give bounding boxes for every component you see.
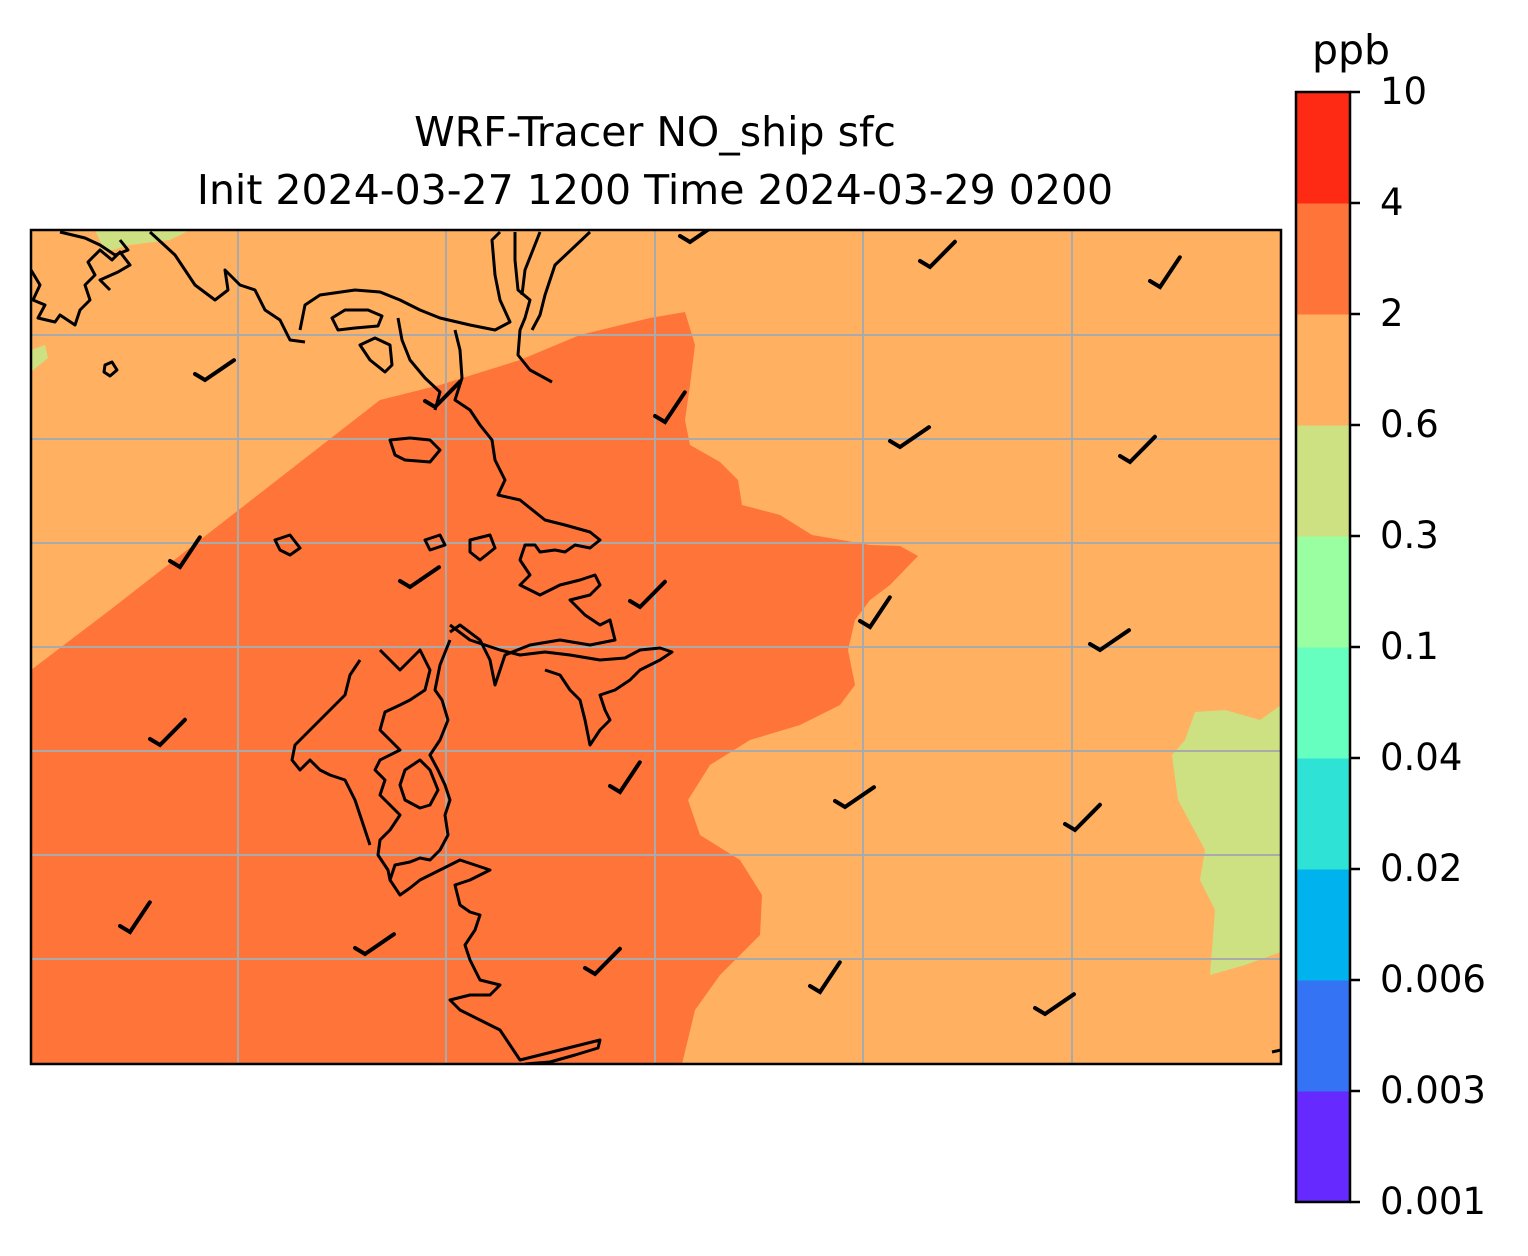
- colorbar-tick-label: 2: [1380, 292, 1404, 335]
- wind-barb: [1063, 802, 1102, 833]
- colorbar: [1294, 90, 1360, 1204]
- colorbar-band: [1296, 980, 1350, 1092]
- chart-title-line1: WRF-Tracer NO_ship sfc: [414, 108, 896, 156]
- map-plot-area: [31, 230, 1281, 1064]
- concentration-field-low-patch: [95, 230, 190, 252]
- coastline-island-north: [330, 308, 384, 332]
- map-frame: [29, 228, 1283, 1066]
- wind-barb: [608, 760, 642, 795]
- colorbar-band: [1296, 1091, 1350, 1203]
- colorbar-band: [1296, 647, 1350, 759]
- wind-barb: [1148, 255, 1182, 290]
- wind-barb: [118, 900, 152, 935]
- colorbar-tick-label: 0.02: [1380, 847, 1463, 890]
- wind-barb: [168, 535, 202, 570]
- colorbar-tick-label: 0.006: [1380, 958, 1486, 1001]
- colorbar-tick-label: 0.001: [1380, 1180, 1486, 1223]
- colorbar-tick-label: 0.003: [1380, 1069, 1486, 1112]
- wind-barb: [808, 960, 842, 995]
- wind-barbs: [118, 230, 1182, 1017]
- colorbar-tick-label: 0.04: [1380, 736, 1463, 779]
- wind-barb: [193, 358, 236, 383]
- wind-barb: [833, 785, 876, 810]
- wind-barb: [888, 425, 931, 450]
- map-coastlines: [31, 230, 1281, 1064]
- colorbar-band: [1296, 314, 1350, 426]
- concentration-field-low-patch: [1172, 705, 1281, 975]
- concentration-field-low-patch: [31, 345, 48, 372]
- coastline-north: [59, 230, 306, 344]
- wind-barb: [918, 239, 957, 270]
- wind-barb: [1033, 992, 1076, 1017]
- colorbar-band: [1296, 92, 1350, 204]
- coastline-south-shore: [388, 623, 674, 1064]
- wind-barb: [1118, 434, 1157, 465]
- colorbar-band: [1296, 536, 1350, 648]
- colorbar-tick-label: 4: [1380, 181, 1404, 224]
- chart-title-line2: Init 2024-03-27 1200 Time 2024-03-29 020…: [196, 166, 1114, 214]
- wind-barb: [398, 565, 441, 590]
- colorbar-tick-label: 0.6: [1380, 403, 1439, 446]
- coastline-islands-center: [273, 436, 497, 562]
- colorbar-band: [1296, 425, 1350, 537]
- coastline-north-inlet: [298, 230, 592, 384]
- wind-barb: [353, 932, 396, 957]
- colorbar-units-label: ppb: [1312, 26, 1391, 74]
- wind-barb: [628, 579, 667, 610]
- coastline-southwest-peninsula: [290, 648, 440, 881]
- wind-barb: [858, 595, 892, 630]
- coastline-east-edge: [1271, 1048, 1281, 1054]
- coastline-main-estuary: [358, 317, 617, 687]
- wind-barb: [1088, 628, 1131, 653]
- concentration-field-plume: [31, 312, 918, 1064]
- coastline-northwest: [31, 248, 132, 327]
- colorbar-band: [1296, 869, 1350, 981]
- colorbar-tick-label: 10: [1380, 70, 1428, 113]
- wind-barb: [423, 379, 462, 410]
- wind-barb: [678, 230, 712, 245]
- coastline-small-island: [102, 360, 119, 378]
- colorbar-tick-label: 0.1: [1380, 625, 1439, 668]
- colorbar-band: [1296, 758, 1350, 870]
- colorbar-tick-label: 0.3: [1380, 514, 1439, 557]
- colorbar-band: [1296, 203, 1350, 315]
- wind-barb: [148, 717, 187, 748]
- wind-barb: [653, 390, 687, 425]
- wind-barb: [583, 946, 622, 977]
